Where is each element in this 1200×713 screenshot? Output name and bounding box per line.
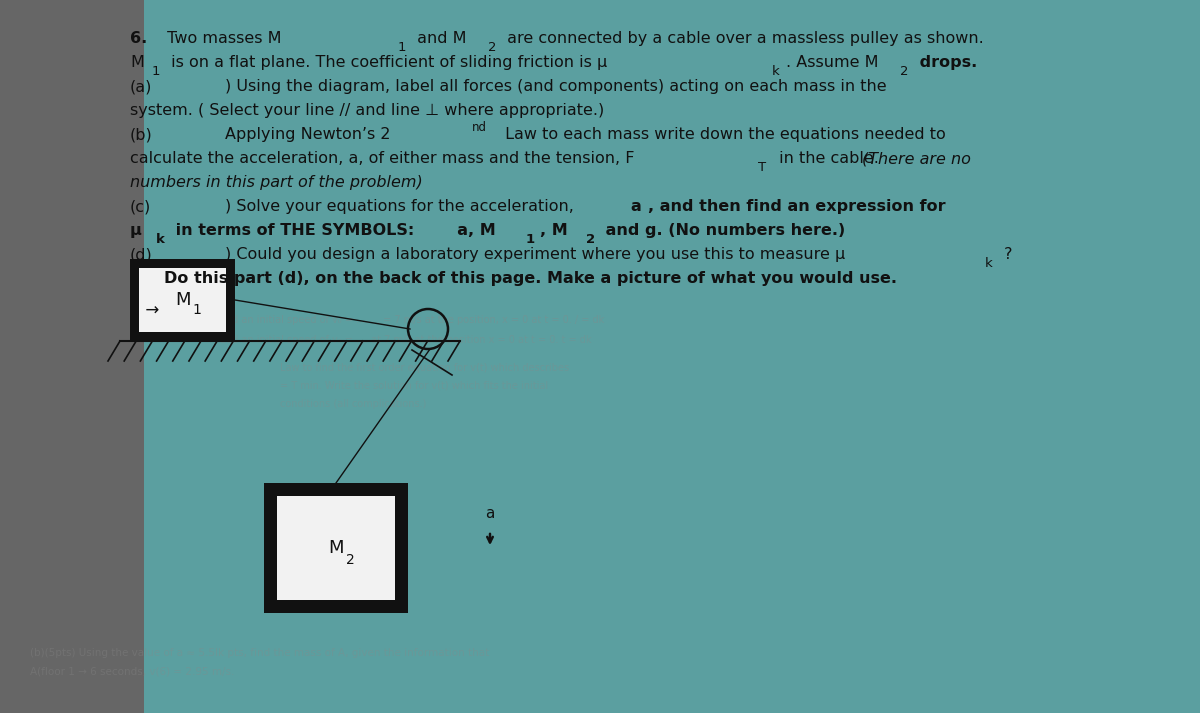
Text: in the cable.: in the cable. (774, 151, 884, 166)
Text: , and then find an expression for: , and then find an expression for (648, 199, 946, 214)
Text: conditions (all complications.): conditions (all complications.) (280, 399, 426, 409)
Text: Law to find the first order equation for v(t) which describes: Law to find the first order equation for… (280, 363, 569, 373)
Text: Two masses M: Two masses M (162, 31, 282, 46)
Text: M: M (130, 55, 144, 70)
Text: 1: 1 (192, 303, 200, 317)
Text: A(floor 1 → 6 seconds, v(6) = 2.95 m/s.: A(floor 1 → 6 seconds, v(6) = 2.95 m/s. (30, 667, 234, 677)
Text: , M: , M (540, 223, 568, 238)
Text: ?: ? (998, 247, 1013, 262)
Text: = T min. Write the solution for v(t) which fits the initial: = T min. Write the solution for v(t) whi… (280, 381, 548, 391)
Text: add an initial speed of v₀ = ........ = 7 m/s at the position, x = 0 at t = 0. /: add an initial speed of v₀ = ........ = … (220, 315, 605, 325)
Bar (264, 483, 408, 613)
Text: k: k (156, 233, 164, 246)
Text: (b): (b) (130, 127, 152, 142)
Text: k: k (985, 257, 992, 270)
Text: Do this part (d), on the back of this page. Make a picture of what you would use: Do this part (d), on the back of this pa… (164, 271, 898, 286)
Bar (0, 0, 14, 713)
Text: (b)(5pts) Using the value of a ≈ 5.5lk pts, find the mass of A, given the inform: (b)(5pts) Using the value of a ≈ 5.5lk p… (30, 648, 490, 658)
Text: 2: 2 (346, 553, 354, 567)
Text: in terms of THE SYMBOLS:: in terms of THE SYMBOLS: (170, 223, 414, 238)
Text: numbers in this part of the problem): numbers in this part of the problem) (130, 175, 422, 190)
Text: a: a (630, 199, 641, 214)
Bar (277, 496, 395, 600)
Text: calculate the acceleration, a, of either mass and the tension, F: calculate the acceleration, a, of either… (130, 151, 635, 166)
Text: a: a (485, 506, 494, 520)
Text: Law to each mass write down the equations needed to: Law to each mass write down the equation… (500, 127, 946, 142)
Text: k: k (772, 65, 780, 78)
Text: a, M: a, M (446, 223, 496, 238)
Text: μ: μ (130, 223, 142, 238)
Text: is on a flat plane. The coefficient of sliding friction is μ: is on a flat plane. The coefficient of s… (166, 55, 607, 70)
Text: 2: 2 (900, 65, 908, 78)
Bar (130, 259, 235, 341)
Text: 1: 1 (526, 233, 535, 246)
Text: are connected by a cable over a massless pulley as shown.: are connected by a cable over a massless… (502, 31, 984, 46)
Text: ) Solve your equations for the acceleration,: ) Solve your equations for the accelerat… (226, 199, 580, 214)
Text: (c): (c) (130, 199, 151, 214)
Text: 1: 1 (152, 65, 161, 78)
Text: drops.: drops. (914, 55, 977, 70)
Text: . Assume M: . Assume M (786, 55, 878, 70)
Bar (1020, 0, 1200, 713)
Text: 2: 2 (488, 41, 497, 54)
Bar (139, 268, 226, 332)
Text: Applying Newton’s 2: Applying Newton’s 2 (226, 127, 390, 142)
Text: (d): (d) (130, 247, 152, 262)
Text: nd: nd (472, 121, 487, 134)
Text: a →: a → (130, 301, 160, 319)
Text: 1: 1 (398, 41, 407, 54)
Text: ) Using the diagram, label all forces (and components) acting on each mass in th: ) Using the diagram, label all forces (a… (226, 79, 887, 94)
Text: 6.: 6. (130, 31, 148, 46)
Text: (There are no: (There are no (862, 151, 971, 166)
Text: and M: and M (412, 31, 467, 46)
Text: 2: 2 (586, 233, 595, 246)
Text: system. ( Select your line // and line ⊥ where appropriate.): system. ( Select your line // and line ⊥… (130, 103, 605, 118)
Text: T: T (758, 161, 766, 174)
Text: M: M (329, 539, 343, 557)
Text: and g. (No numbers here.): and g. (No numbers here.) (600, 223, 845, 238)
Text: ) Could you design a laboratory experiment where you use this to measure μ: ) Could you design a laboratory experime… (226, 247, 845, 262)
Text: (a): (a) (130, 79, 152, 94)
Text: M: M (175, 291, 191, 309)
Text: add an initial speed of v₀ = .... at 7 m/s at the position x = 0 at t = 0. t = d: add an initial speed of v₀ = .... at 7 m… (220, 335, 592, 345)
